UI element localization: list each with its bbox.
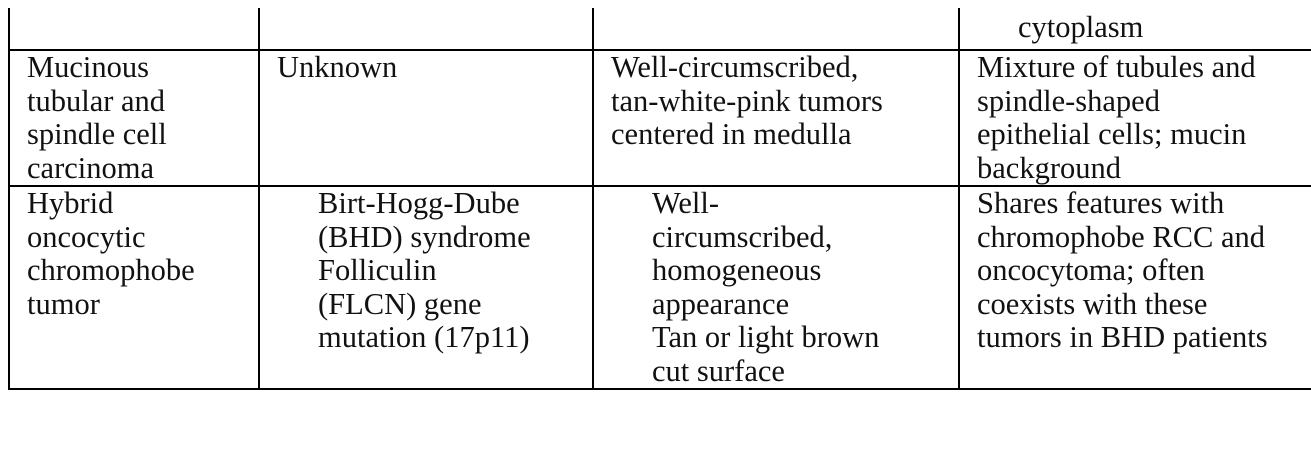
cell-text: (FLCN) gene [318, 286, 482, 321]
cell-text: Folliculin [318, 253, 437, 287]
table-row: cytoplasm [8, 8, 1311, 51]
cell-text: homogeneous [652, 253, 822, 287]
cell-text: oncocytoma; often [977, 253, 1205, 287]
cell-text: Tan or light brown [652, 320, 880, 354]
cell-text: epithelial cells; mucin [977, 117, 1247, 151]
cell-text: centered in medulla [611, 117, 852, 151]
cell-text: Mucinous [27, 50, 149, 84]
cell-text: cut surface [652, 353, 785, 388]
table-cell: Unknown [258, 49, 594, 187]
table-cell: Shares features with chromophobe RCC and… [958, 185, 1311, 390]
cell-text: tumors in BHD patients [977, 320, 1268, 354]
cell-text: Well-circumscribed, [611, 50, 859, 84]
cell-text: circumscribed, [652, 219, 833, 254]
table-row: Hybrid oncocytic chromophobe tumor Birt-… [8, 185, 1311, 390]
table-cell: Mucinous tubular and spindle cell carcin… [8, 49, 260, 187]
cell-text: oncocytic [27, 219, 146, 254]
cell-text: chromophobe RCC and [977, 219, 1266, 254]
cell-text: spindle cell [27, 117, 167, 151]
pathology-table: cytoplasm Mucinous tubular and spindle c… [8, 8, 1311, 390]
table-cell [592, 8, 960, 51]
cell-text: tubular and [27, 83, 166, 118]
cell-text: Unknown [277, 50, 398, 84]
cell-text: Mixture of tubules and [977, 50, 1256, 84]
cell-text: coexists with these [977, 286, 1208, 321]
cell-text: Well- [652, 186, 719, 220]
cell-text: mutation (17p11) [318, 320, 530, 354]
cell-text: tumor [27, 286, 100, 321]
table-cell: Well- circumscribed, homogeneous appeara… [592, 185, 960, 390]
table-row: Mucinous tubular and spindle cell carcin… [8, 49, 1311, 187]
cell-text: background [977, 150, 1121, 185]
cell-text: (BHD) syndrome [318, 219, 531, 254]
cell-text: Hybrid [27, 186, 114, 220]
table-cell: Birt-Hogg-Dube (BHD) syndrome Folliculin… [258, 185, 594, 390]
table-cell: Well-circumscribed, tan-white-pink tumor… [592, 49, 960, 187]
cell-text: appearance [652, 286, 790, 321]
table-cell [8, 8, 260, 51]
table-cell [258, 8, 594, 51]
table-cell: Hybrid oncocytic chromophobe tumor [8, 185, 260, 390]
table-cell: cytoplasm [958, 8, 1311, 51]
cell-text: tan-white-pink tumors [611, 83, 883, 118]
cell-text: Birt-Hogg-Dube [318, 186, 520, 220]
cell-text: cytoplasm [1018, 10, 1144, 44]
cell-text: chromophobe [27, 253, 195, 287]
cell-text: spindle-shaped [977, 83, 1160, 118]
cell-text: carcinoma [27, 150, 155, 185]
cell-text: Shares features with [977, 186, 1225, 220]
table-cell: Mixture of tubules and spindle-shaped ep… [958, 49, 1311, 187]
